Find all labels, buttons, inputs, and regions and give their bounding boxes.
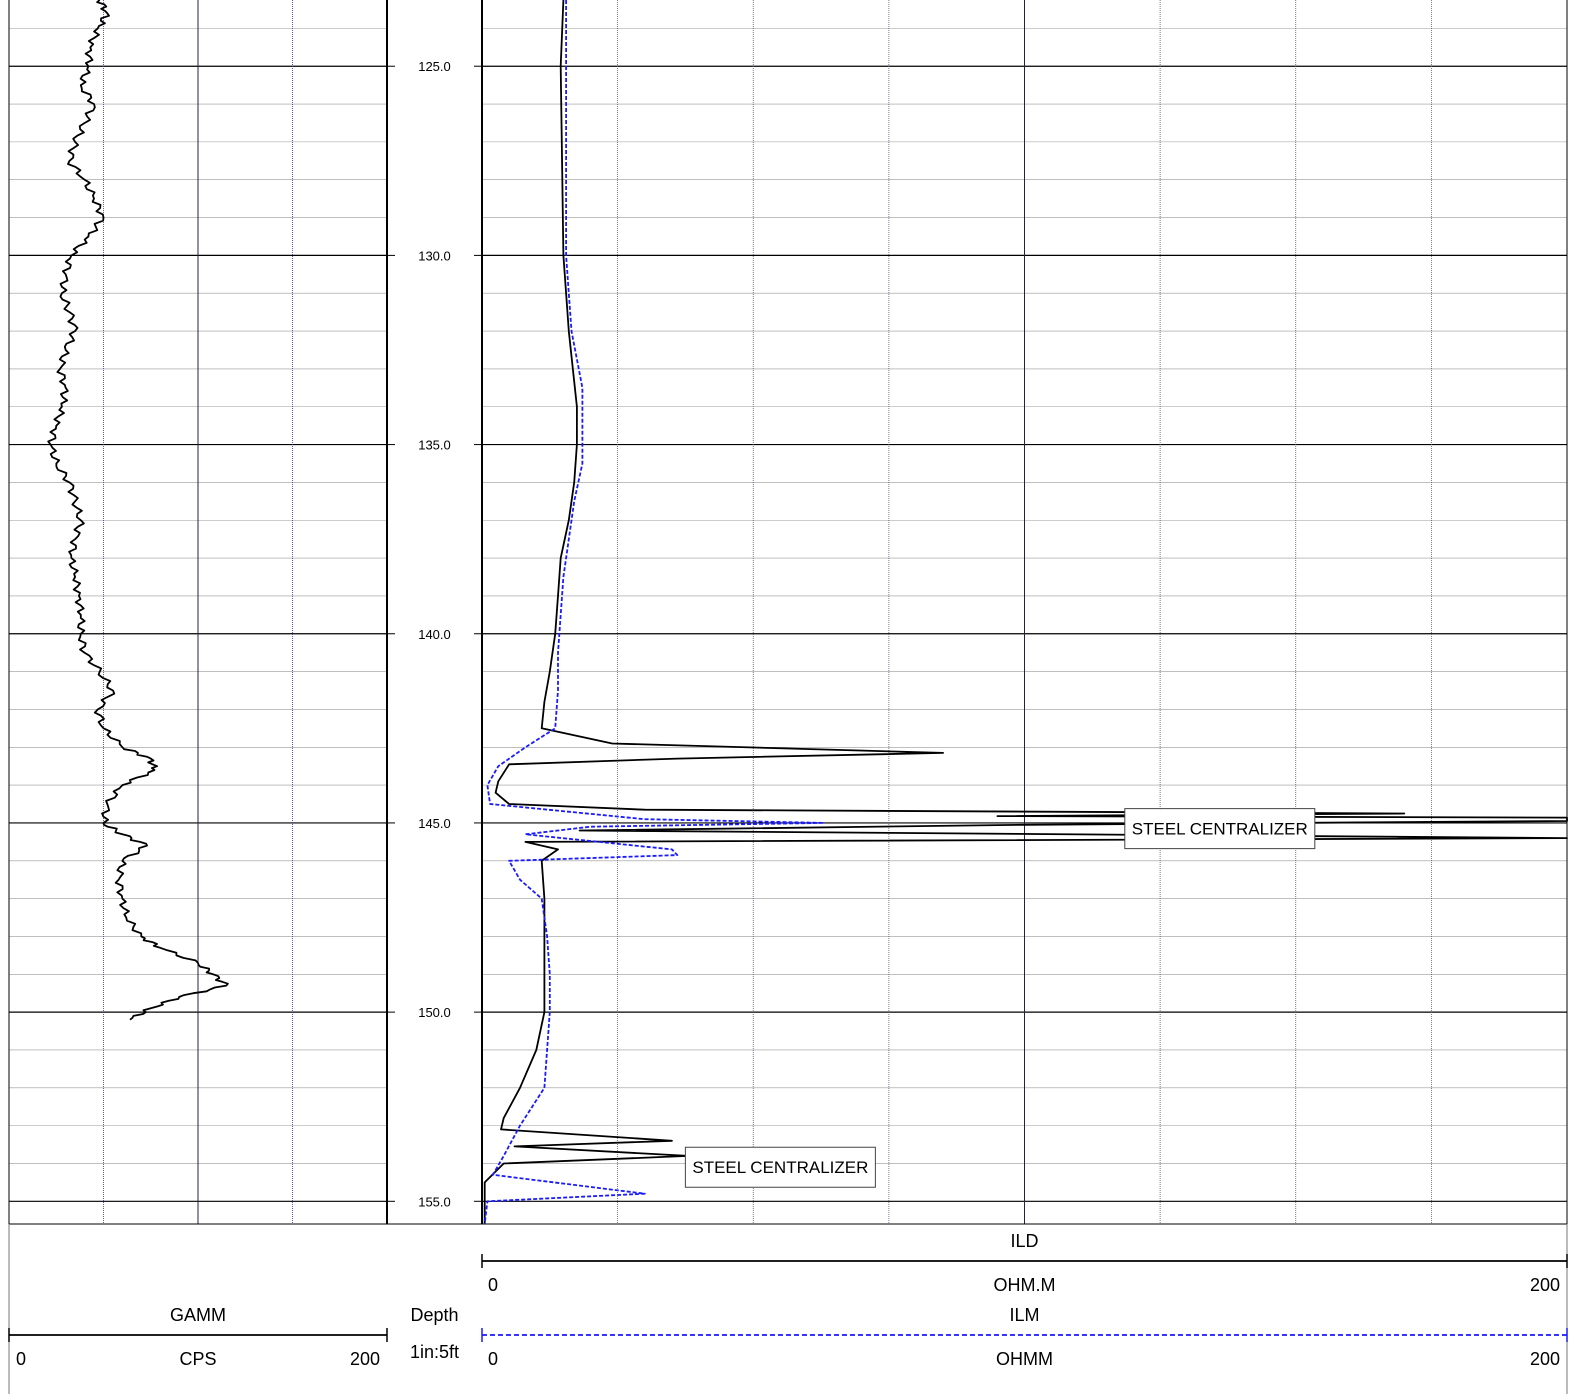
annotation-label: STEEL CENTRALIZER [1132, 820, 1308, 839]
depth-label: 135.0 [418, 438, 451, 453]
ilm-unit: OHMM [996, 1349, 1053, 1369]
depth-label: 125.0 [418, 59, 451, 74]
gamm-name: GAMM [170, 1305, 226, 1325]
track-header: ILD 0 OHM.M 200 ILM 0 OHMM 200 GAMM 0 CPS 200 Depth 1… [8, 1231, 1568, 1369]
ild-min-label: 0 [488, 1275, 498, 1295]
depth-label: 155.0 [418, 1194, 451, 1209]
annotation-box [1124, 808, 1316, 850]
depth-label: 130.0 [418, 248, 451, 263]
ild-unit: OHM.M [994, 1275, 1056, 1295]
annotation-label: STEEL CENTRALIZER [692, 1158, 868, 1177]
annotation-layer: STEEL CENTRALIZER STEEL CENTRALIZER [684, 808, 1316, 1188]
gamm-unit: CPS [179, 1349, 216, 1369]
depth-header-label: Depth [410, 1305, 458, 1325]
ild-name: ILD [1010, 1231, 1038, 1251]
ild-curve [483, 0, 1568, 1224]
ilm-curve [483, 0, 825, 1225]
annotation-box [684, 1146, 876, 1188]
depth-label: 150.0 [418, 1005, 451, 1020]
ilm-name: ILM [1009, 1305, 1039, 1325]
ilm-max-label: 200 [1530, 1349, 1560, 1369]
depth-scale-label: 1in:5ft [410, 1342, 459, 1362]
grid-layer: 125.0 130.0 135.0 140.0 145.0 150.0 155.0 [8, 0, 1568, 1394]
curve-layer [47, 0, 1568, 1225]
gamm-max-label: 200 [350, 1349, 380, 1369]
gamm-min-label: 0 [16, 1349, 26, 1369]
ild-max-label: 200 [1530, 1275, 1560, 1295]
gamm-curve [47, 0, 229, 1021]
depth-label: 145.0 [418, 816, 451, 831]
ilm-min-label: 0 [488, 1349, 498, 1369]
depth-label: 140.0 [418, 627, 451, 642]
